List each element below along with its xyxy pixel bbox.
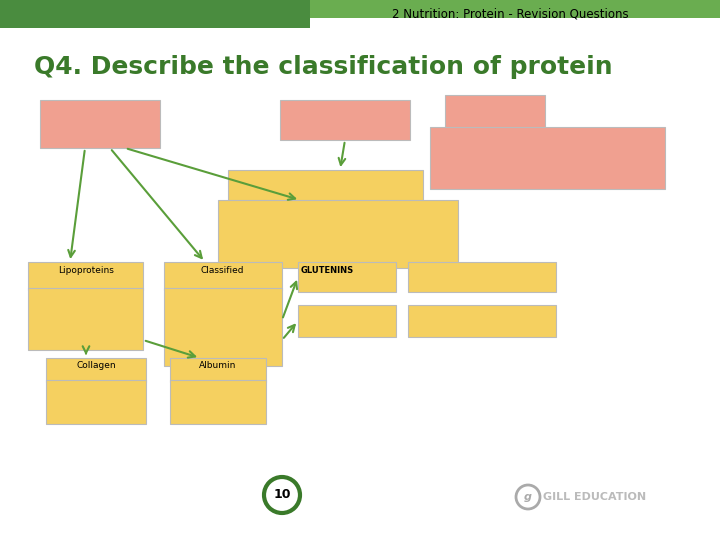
Text: Q4. Describe the classification of protein: Q4. Describe the classification of prote… (34, 55, 613, 79)
Text: Albumin: Albumin (199, 361, 237, 370)
Bar (28, 262, 143, 290)
Text: Lipoproteins: Lipoproteins (58, 266, 114, 275)
Bar (298, 262, 396, 292)
Bar (430, 127, 665, 189)
Text: 2 Nutrition: Protein - Revision Questions: 2 Nutrition: Protein - Revision Question… (392, 8, 629, 21)
Text: Collagen: Collagen (76, 361, 116, 370)
Text: g: g (524, 492, 532, 502)
Text: 10: 10 (274, 489, 291, 502)
Bar (280, 100, 410, 140)
Bar (408, 262, 556, 292)
Bar (28, 288, 143, 350)
Bar (40, 100, 160, 148)
Bar (310, 18, 720, 28)
Circle shape (264, 477, 300, 513)
Text: GLUTENINS: GLUTENINS (301, 266, 354, 275)
Bar (170, 358, 266, 382)
Bar (170, 380, 266, 424)
Bar (46, 358, 146, 382)
Text: GILL EDUCATION: GILL EDUCATION (544, 492, 647, 502)
Bar (298, 305, 396, 337)
Bar (0, 0, 720, 28)
Bar (310, 0, 720, 22)
Bar (408, 305, 556, 337)
Bar (228, 170, 423, 202)
Text: Classified: Classified (200, 266, 244, 275)
Bar (164, 288, 282, 366)
Bar (445, 95, 545, 130)
Bar (164, 262, 282, 290)
Bar (46, 380, 146, 424)
Bar (218, 200, 458, 268)
